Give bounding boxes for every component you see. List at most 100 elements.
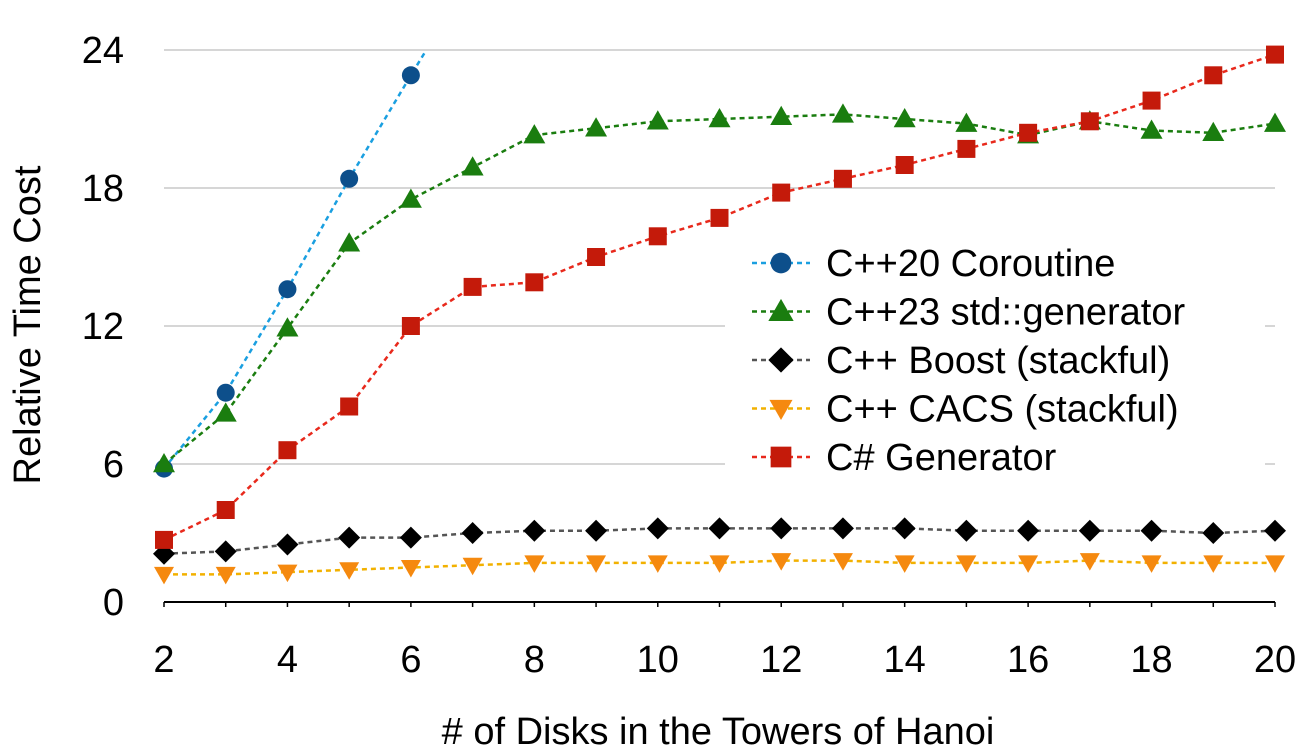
data-point: [339, 562, 360, 580]
data-point: [1264, 519, 1286, 542]
data-point: [215, 566, 236, 585]
x-tick-label: 8: [524, 639, 545, 681]
data-point: [957, 139, 976, 158]
data-point: [1017, 519, 1040, 542]
data-point: [340, 169, 359, 188]
data-point: [832, 553, 853, 571]
data-point: [276, 533, 299, 556]
data-point: [1264, 112, 1286, 132]
data-point: [525, 273, 544, 292]
data-point: [338, 232, 361, 252]
legend-label: C++23 std::generator: [826, 292, 1185, 334]
data-point: [1019, 123, 1038, 142]
data-point: [955, 112, 978, 132]
data-point: [524, 555, 545, 573]
data-point: [340, 397, 359, 416]
data-point: [1140, 119, 1163, 139]
data-point: [646, 517, 669, 540]
x-tick-label: 18: [1130, 639, 1172, 681]
x-tick-label: 10: [637, 639, 679, 681]
data-point: [1202, 121, 1225, 142]
data-point: [647, 555, 668, 573]
data-point: [401, 317, 420, 335]
data-point: [1018, 555, 1039, 573]
data-point: [586, 555, 607, 573]
data-point: [710, 208, 729, 227]
data-point: [214, 540, 237, 563]
y-tick-label: 18: [82, 168, 124, 210]
data-point: [1266, 45, 1284, 64]
data-point: [1140, 519, 1163, 542]
data-point: [278, 280, 297, 299]
data-point: [587, 248, 606, 266]
legend-label: C++ CACS (stackful): [826, 389, 1179, 431]
data-point: [463, 277, 482, 296]
data-point: [1142, 91, 1161, 110]
data-point: [770, 517, 793, 540]
data-point: [401, 66, 420, 85]
legend-label: C++ Boost (stackful): [826, 340, 1170, 382]
data-point: [646, 110, 669, 130]
y-tick-label: 12: [82, 306, 124, 348]
legend-marker: [768, 347, 794, 373]
data-point: [708, 517, 731, 540]
data-point: [1141, 555, 1162, 573]
data-point: [956, 555, 977, 573]
x-tick-label: 12: [760, 639, 802, 681]
data-point: [214, 402, 237, 422]
x-tick-label: 6: [400, 639, 421, 681]
y-tick-label: 6: [103, 444, 124, 486]
legend-marker: [770, 446, 792, 468]
data-point: [708, 108, 731, 128]
data-point: [1080, 112, 1099, 131]
x-tick-label: 16: [1007, 639, 1049, 681]
data-point: [462, 557, 483, 576]
data-point: [585, 519, 608, 542]
y-tick-label: 0: [103, 582, 124, 624]
legend-marker: [768, 298, 794, 321]
data-point: [955, 519, 978, 542]
x-tick-label: 2: [153, 639, 174, 681]
series-markers: [153, 45, 1286, 585]
data-point: [338, 526, 361, 549]
x-tick-label: 14: [884, 639, 926, 681]
legend-label: C# Generator: [826, 437, 1057, 479]
data-point: [461, 156, 484, 176]
data-point: [709, 555, 730, 573]
data-point: [1204, 66, 1223, 85]
axes: [163, 601, 1276, 607]
data-point: [155, 530, 173, 549]
data-point: [216, 383, 235, 402]
data-point: [893, 108, 916, 128]
x-axis-title: # of Disks in the Towers of Hanoi: [442, 711, 995, 753]
data-point: [154, 566, 174, 585]
data-point: [831, 517, 854, 540]
data-point: [399, 526, 422, 549]
data-point: [523, 519, 546, 542]
data-point: [831, 103, 854, 123]
y-tick-label: 24: [82, 30, 124, 72]
legend-marker: [769, 399, 793, 420]
x-tick-labels: 2 4 6 8 10 12 14 16 18 20: [153, 639, 1296, 681]
x-tick-label: 20: [1254, 639, 1296, 681]
data-point: [895, 156, 914, 174]
data-point: [770, 105, 793, 125]
data-point: [833, 169, 852, 188]
data-point: [1079, 553, 1100, 571]
data-point: [893, 517, 916, 540]
data-point: [772, 183, 791, 202]
y-axis-title: Relative Time Cost: [7, 165, 49, 484]
series-line-0: [163, 49, 428, 470]
data-point: [399, 188, 422, 208]
data-point: [276, 317, 299, 337]
legend-background: [725, 228, 1265, 490]
data-point: [153, 453, 175, 473]
data-point: [216, 501, 235, 519]
data-point: [278, 441, 297, 460]
data-point: [523, 124, 546, 144]
data-point: [277, 564, 298, 583]
data-point: [648, 227, 667, 246]
data-point: [1265, 555, 1285, 573]
